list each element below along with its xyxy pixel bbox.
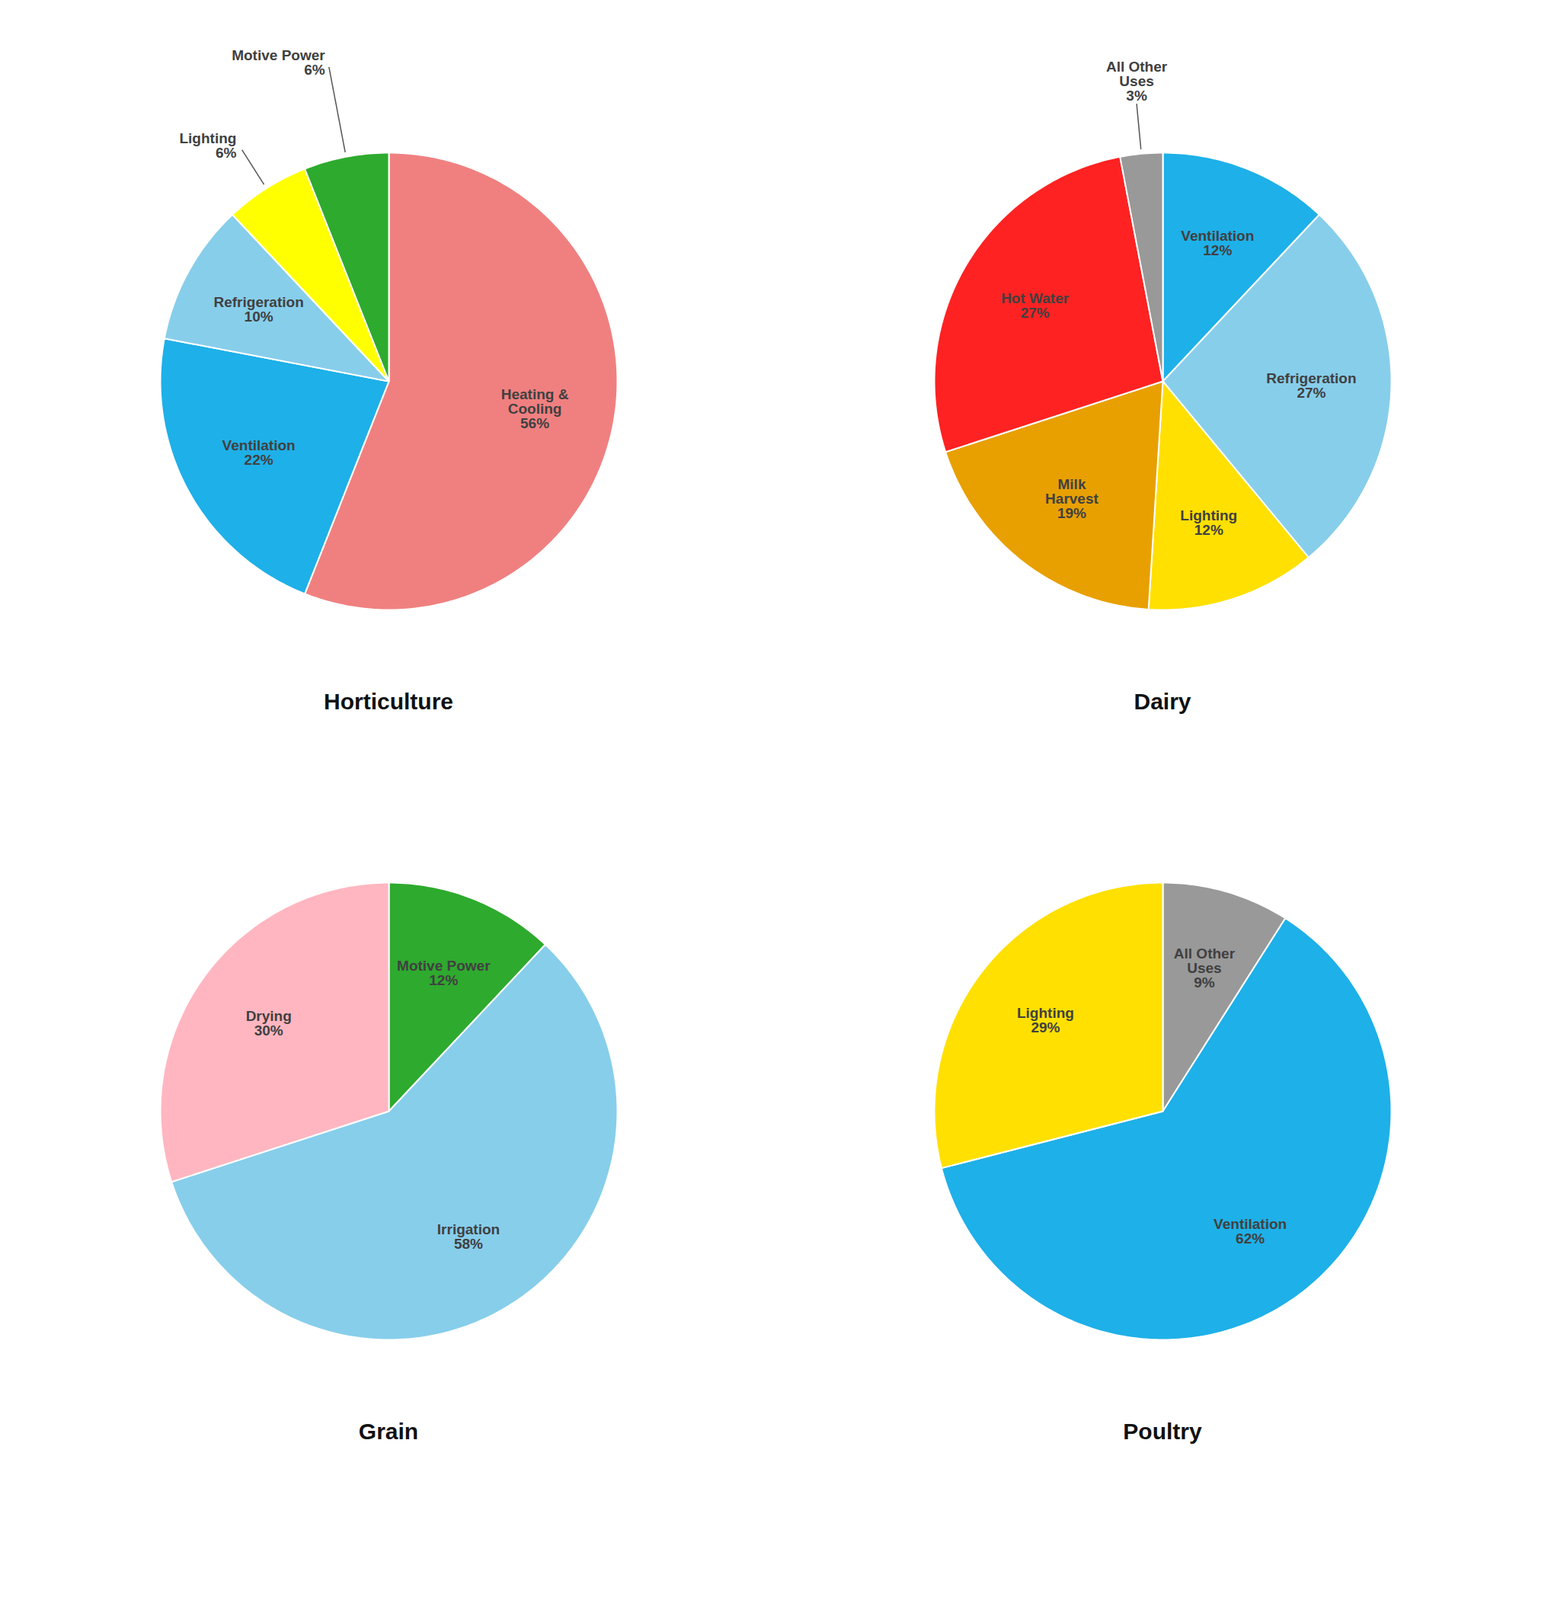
svg-text:Ventilation12%: Ventilation12% (1180, 227, 1254, 259)
svg-text:Ventilation22%: Ventilation22% (222, 437, 296, 468)
html-text:Horticulture: Horticulture (323, 688, 454, 714)
svg-text:All OtherUses9%: All OtherUses9% (1173, 945, 1236, 991)
svg-text:Lighting12%: Lighting12% (1180, 507, 1238, 538)
svg-text:Refrigeration10%: Refrigeration10% (213, 294, 304, 325)
svg-text:Drying30%: Drying30% (246, 1007, 292, 1039)
svg-text:Lighting6%: Lighting6% (179, 130, 237, 161)
svg-text:Motive Power6%: Motive Power6% (231, 47, 326, 78)
svg-text:Lighting29%: Lighting29% (1016, 1004, 1075, 1036)
html-text:Dairy: Dairy (1133, 688, 1192, 714)
svg-text:Refrigeration27%: Refrigeration27% (1266, 370, 1356, 401)
svg-text:Motive Power12%: Motive Power12% (396, 957, 491, 989)
html-text:Poultry: Poultry (1123, 1418, 1202, 1444)
svg-text:Heating &Cooling56%: Heating &Cooling56% (501, 386, 570, 432)
svg-text:All OtherUses3%: All OtherUses3% (1106, 58, 1168, 104)
svg-text:Hot Water27%: Hot Water27% (1000, 290, 1070, 321)
svg-text:MilkHarvest19%: MilkHarvest19% (1045, 476, 1099, 522)
svg-text:Ventilation62%: Ventilation62% (1213, 1215, 1287, 1247)
html-text:Grain: Grain (358, 1418, 419, 1444)
svg-text:Irrigation58%: Irrigation58% (437, 1221, 500, 1252)
